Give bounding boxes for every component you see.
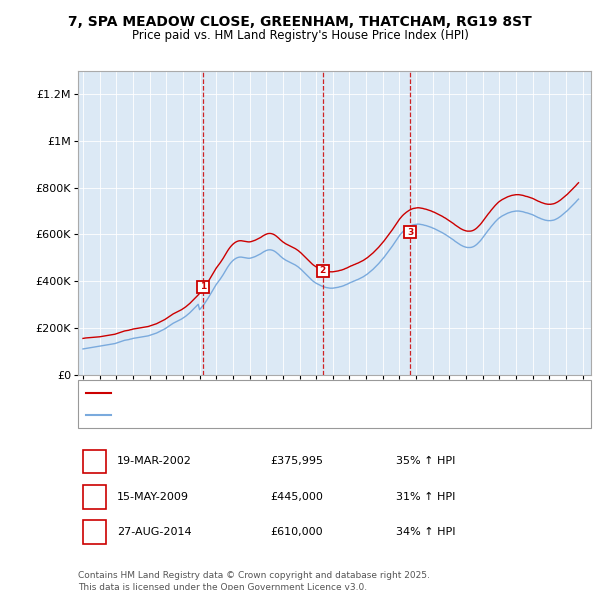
Text: 35% ↑ HPI: 35% ↑ HPI — [396, 457, 455, 466]
Text: Price paid vs. HM Land Registry's House Price Index (HPI): Price paid vs. HM Land Registry's House … — [131, 29, 469, 42]
Text: £610,000: £610,000 — [270, 527, 323, 537]
Text: 15-MAY-2009: 15-MAY-2009 — [117, 492, 189, 502]
Text: £445,000: £445,000 — [270, 492, 323, 502]
Text: £375,995: £375,995 — [270, 457, 323, 466]
Text: 34% ↑ HPI: 34% ↑ HPI — [396, 527, 455, 537]
Text: 1: 1 — [200, 282, 206, 291]
Text: 31% ↑ HPI: 31% ↑ HPI — [396, 492, 455, 502]
Text: Contains HM Land Registry data © Crown copyright and database right 2025.
This d: Contains HM Land Registry data © Crown c… — [78, 571, 430, 590]
Text: 3: 3 — [407, 228, 413, 237]
Text: HPI: Average price, detached house, West Berkshire: HPI: Average price, detached house, West… — [116, 410, 370, 420]
Text: 1: 1 — [91, 457, 98, 466]
Text: 3: 3 — [91, 527, 98, 537]
Text: 2: 2 — [319, 266, 326, 275]
Text: 7, SPA MEADOW CLOSE, GREENHAM, THATCHAM, RG19 8ST: 7, SPA MEADOW CLOSE, GREENHAM, THATCHAM,… — [68, 15, 532, 29]
Text: 27-AUG-2014: 27-AUG-2014 — [117, 527, 191, 537]
Text: 19-MAR-2002: 19-MAR-2002 — [117, 457, 192, 466]
Text: 2: 2 — [91, 492, 98, 502]
Text: 7, SPA MEADOW CLOSE, GREENHAM, THATCHAM, RG19 8ST (detached house): 7, SPA MEADOW CLOSE, GREENHAM, THATCHAM,… — [116, 388, 496, 398]
